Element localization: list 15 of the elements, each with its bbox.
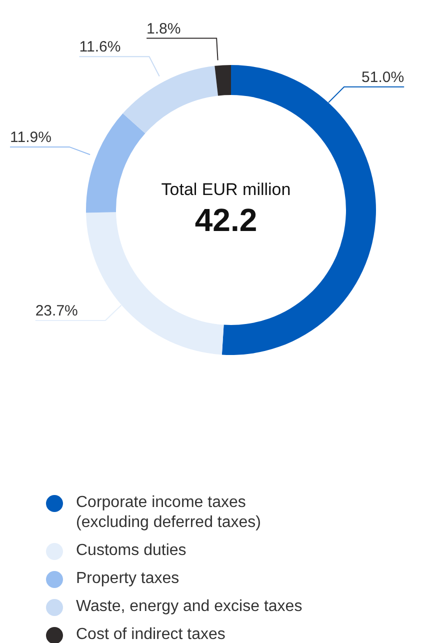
data-label: 11.9% xyxy=(10,128,52,146)
donut-slice xyxy=(86,113,146,213)
donut-slice xyxy=(122,66,218,134)
legend-label: Customs duties xyxy=(76,541,186,561)
legend-label: Corporate income taxes (excluding deferred taxes) xyxy=(76,493,262,533)
text: 42.2 xyxy=(194,202,258,238)
legend-label: Property taxes xyxy=(76,569,180,589)
data-label: 1.8% xyxy=(146,20,181,38)
data-label: 23.7% xyxy=(35,302,78,320)
legend-label: Waste, energy and excise taxes xyxy=(76,597,302,617)
donut-slice xyxy=(214,65,231,96)
legend-label: Cost of indirect taxes xyxy=(76,625,226,643)
data-label: 11.6% xyxy=(79,38,121,56)
text: Total EUR million xyxy=(161,180,291,199)
data-label: 51.0% xyxy=(362,68,404,86)
